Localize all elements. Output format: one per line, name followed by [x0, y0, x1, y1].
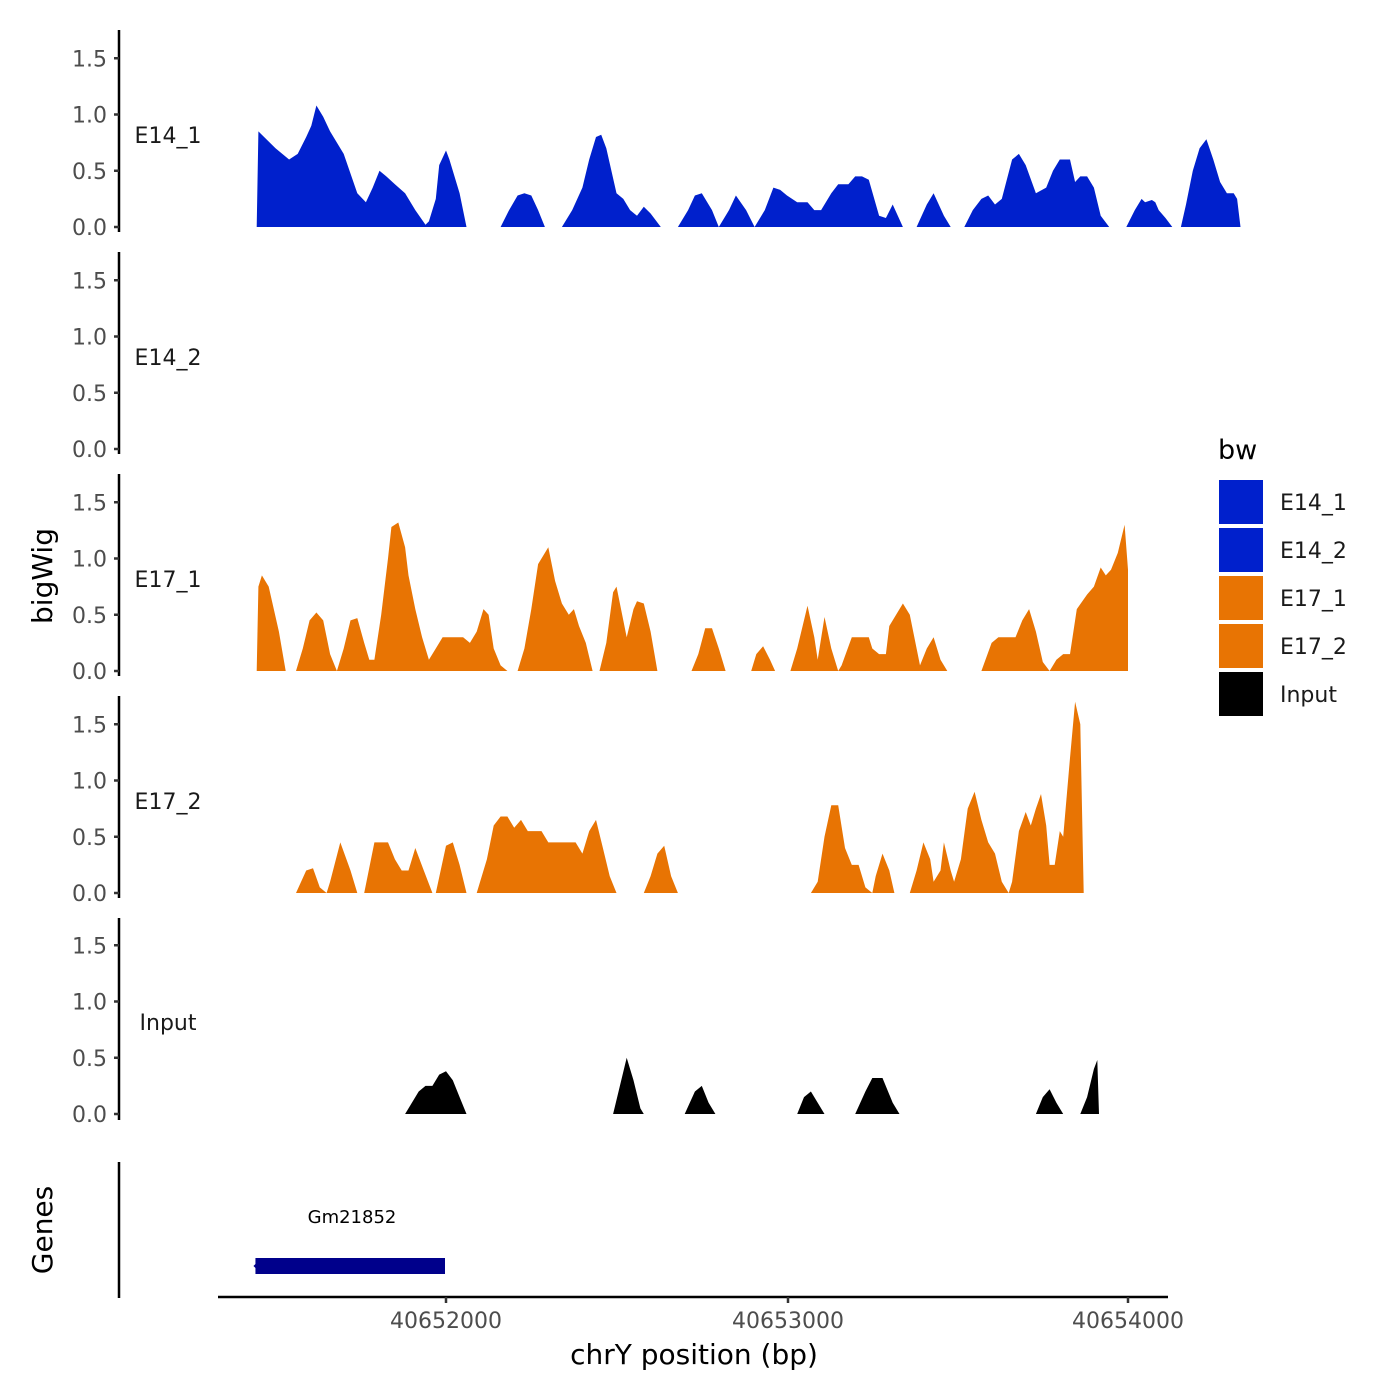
legend-swatch [1217, 670, 1265, 718]
area-e14-1-0 [256, 105, 1241, 227]
area-input-0 [405, 1057, 1100, 1114]
y-tick-label: 1.5 [72, 47, 107, 72]
y-tick-label: 0.0 [72, 1103, 107, 1128]
y-tick-label: 0.5 [72, 382, 107, 407]
track-panel-e14-1: 0.0 0.5 1.0 1.5 E14_1 [72, 30, 1241, 241]
track-panel-input: 0.0 0.5 1.0 1.5 Input [72, 918, 1100, 1128]
y-tick-label: 1.5 [72, 934, 107, 959]
y-axis-title-bigwig: bigWig [26, 528, 59, 624]
legend-label: E14_1 [1280, 491, 1347, 516]
x-tick-label: 40652000 [390, 1309, 502, 1334]
legend-swatch [1217, 622, 1265, 670]
legend-swatch [1217, 574, 1265, 622]
x-axis: 40652000 40653000 40654000 [218, 1295, 1184, 1334]
track-panels: 0.0 0.5 1.0 1.5 E14_1 0.0 0.5 1.0 1.5 E14_2 0.0 0.5… [72, 30, 1241, 1128]
y-tick-label: 0.0 [72, 660, 107, 685]
track-label: E17_1 [135, 568, 202, 593]
track-label: E14_1 [135, 124, 202, 149]
y-tick-label: 1.0 [72, 326, 107, 351]
legend: bw E14_1 E14_2 E17_1 E17_2 Input [1217, 435, 1347, 718]
track-label: Input [140, 1011, 197, 1036]
y-tick-label: 0.0 [72, 882, 107, 907]
y-tick-label: 0.5 [72, 1047, 107, 1072]
gene-strand-arrow [253, 1260, 260, 1272]
y-axis-title-genes: Genes [26, 1186, 59, 1274]
y-tick-label: 1.0 [72, 991, 107, 1016]
y-tick-label: 0.5 [72, 604, 107, 629]
legend-swatch [1217, 526, 1265, 574]
gene-label: Gm21852 [308, 1207, 397, 1228]
y-tick-label: 0.5 [72, 826, 107, 851]
y-tick-label: 1.5 [72, 269, 107, 294]
y-tick-label: 1.0 [72, 770, 107, 795]
y-tick-label: 0.0 [72, 438, 107, 463]
y-tick-label: 0.0 [72, 216, 107, 241]
gene-bar [255, 1258, 445, 1274]
y-tick-label: 1.5 [72, 713, 107, 738]
x-axis-title: chrY position (bp) [570, 1338, 818, 1371]
legend-label: E17_2 [1280, 635, 1347, 660]
y-tick-label: 1.0 [72, 548, 107, 573]
legend-label: E14_2 [1280, 539, 1347, 564]
legend-swatch [1217, 478, 1265, 526]
y-tick-label: 1.0 [72, 104, 107, 129]
legend-label: E17_1 [1280, 587, 1347, 612]
track-label: E14_2 [135, 346, 202, 371]
area-e17-2-0 [296, 701, 1084, 893]
track-panel-e14-2: 0.0 0.5 1.0 1.5 E14_2 [72, 252, 201, 463]
y-tick-label: 1.5 [72, 491, 107, 516]
x-tick-label: 40654000 [1072, 1309, 1184, 1334]
y-tick-label: 0.5 [72, 160, 107, 185]
x-tick-label: 40653000 [732, 1309, 844, 1334]
track-panel-e17-2: 0.0 0.5 1.0 1.5 E17_2 [72, 696, 1084, 907]
track-label: E17_2 [135, 790, 202, 815]
track-panel-e17-1: 0.0 0.5 1.0 1.5 E17_1 [72, 474, 1128, 685]
area-e17-1-0 [256, 522, 1128, 671]
legend-label: Input [1280, 683, 1337, 708]
gene-track: Gm21852 [117, 1162, 445, 1298]
legend-title: bw [1218, 435, 1257, 466]
